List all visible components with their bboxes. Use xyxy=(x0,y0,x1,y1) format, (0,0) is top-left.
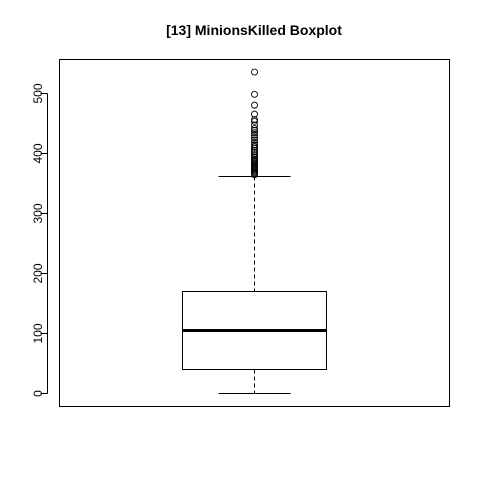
outlier-point xyxy=(251,148,258,156)
chart-title: [13] MinionsKilled Boxplot xyxy=(166,22,342,38)
outlier-point xyxy=(251,138,258,146)
outlier-point xyxy=(251,125,258,132)
outlier-point xyxy=(251,150,258,158)
outlier-point xyxy=(251,136,258,144)
outlier-point xyxy=(251,129,258,137)
outlier-points xyxy=(251,68,258,179)
outlier-point xyxy=(251,126,258,134)
outlier-point xyxy=(251,101,258,109)
y-axis: 0 100 200 300 400 500 xyxy=(31,83,48,397)
plot-frame xyxy=(59,59,450,407)
y-tick-label: 0 xyxy=(31,390,45,397)
outlier-point xyxy=(251,141,258,149)
y-tick-label: 500 xyxy=(31,83,45,103)
outlier-point xyxy=(251,116,258,123)
outlier-point xyxy=(251,90,258,98)
outlier-point xyxy=(251,143,258,151)
y-tick-label: 200 xyxy=(31,263,45,283)
outlier-point xyxy=(251,153,258,161)
outlier-point xyxy=(251,134,258,141)
y-tick-label: 400 xyxy=(31,143,45,163)
outlier-point xyxy=(251,121,258,129)
outlier-point xyxy=(251,155,258,163)
outlier-point xyxy=(251,146,258,154)
outlier-point xyxy=(251,68,258,76)
boxplot xyxy=(182,176,327,394)
outlier-point xyxy=(251,110,258,118)
outlier-point xyxy=(251,152,258,160)
outlier-point xyxy=(251,131,258,139)
y-tick-label: 100 xyxy=(31,323,45,343)
y-tick-label: 300 xyxy=(31,203,45,223)
outlier-point xyxy=(251,117,258,125)
